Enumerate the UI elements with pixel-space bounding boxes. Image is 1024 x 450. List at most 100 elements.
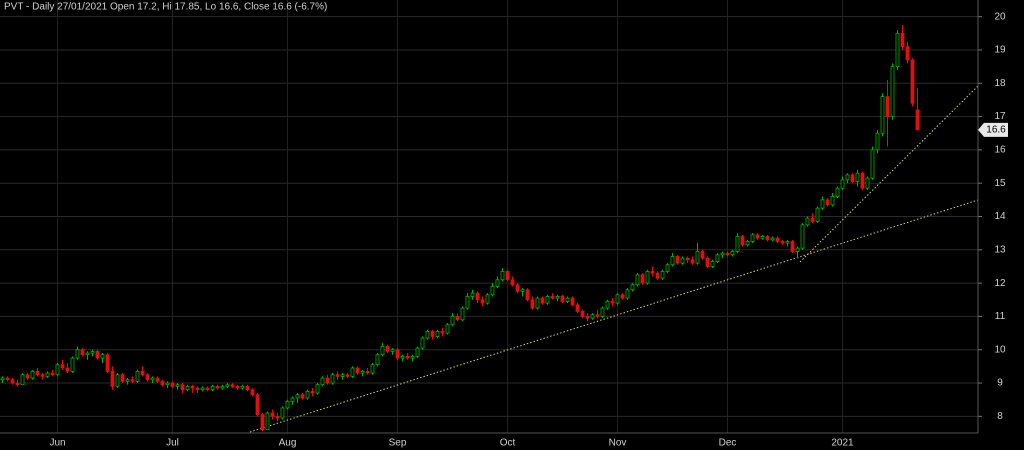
- candle-body: [560, 296, 565, 302]
- candle-body: [775, 237, 780, 242]
- candle-body: [480, 299, 485, 304]
- candle-body: [575, 304, 580, 312]
- y-tick-label: 9: [997, 378, 1003, 389]
- candle-body: [390, 349, 395, 352]
- candle-body: [300, 394, 305, 399]
- candle-body: [250, 389, 255, 396]
- candle-body: [835, 187, 840, 197]
- last-price-label: 16.6: [986, 125, 1006, 136]
- candle-body: [70, 357, 75, 372]
- candle-body: [20, 374, 25, 386]
- candle-body: [745, 241, 750, 246]
- candle-body: [395, 349, 400, 359]
- candle-body: [815, 207, 820, 222]
- candle-body: [40, 374, 45, 377]
- candle-body: [515, 284, 520, 292]
- candle-body: [340, 374, 345, 377]
- candle-body: [915, 109, 920, 131]
- candle-body: [240, 385, 245, 389]
- y-tick-label: 8: [997, 411, 1003, 422]
- y-tick-label: 10: [994, 344, 1006, 355]
- candle-body: [615, 294, 620, 304]
- candle-body: [375, 354, 380, 366]
- candle-body: [350, 367, 355, 377]
- candle-body: [415, 347, 420, 357]
- grid: [0, 0, 982, 433]
- candle-body: [565, 297, 570, 302]
- candle-body: [550, 296, 555, 299]
- candle-body: [100, 354, 105, 359]
- candle-body: [360, 370, 365, 374]
- candle-body: [380, 345, 385, 356]
- candle-body: [725, 252, 730, 256]
- candle-body: [400, 355, 405, 359]
- candle-body: [10, 379, 15, 384]
- candle-body: [870, 149, 875, 179]
- candle-body: [585, 316, 590, 319]
- x-tick-label: Sep: [389, 438, 407, 449]
- candle-body: [820, 199, 825, 209]
- candle-body: [310, 390, 315, 394]
- candle-body: [280, 407, 285, 419]
- candle-body: [650, 271, 655, 274]
- chart-title: PVT - Daily 27/01/2021 Open 17.2, Hi 17.…: [4, 2, 327, 13]
- y-tick-label: 17: [994, 111, 1006, 122]
- candle-body: [255, 394, 260, 416]
- candle-body: [635, 274, 640, 286]
- y-tick-label: 11: [995, 311, 1006, 322]
- candle-body: [620, 294, 625, 299]
- candle-body: [220, 385, 225, 389]
- candle-body: [810, 217, 815, 222]
- candle-body: [850, 174, 855, 182]
- candle-body: [805, 217, 810, 226]
- labels: 8 9 10 11 12 13 14 15 16 17 18 19 20 Jun Jul Aug Sep Oct N…: [49, 11, 1008, 449]
- x-tick-label: Dec: [719, 438, 737, 449]
- candle-body: [645, 271, 650, 284]
- candle-body: [830, 196, 835, 206]
- candle-body: [895, 32, 900, 68]
- candle-body: [50, 372, 55, 376]
- candle-body: [705, 257, 710, 267]
- candle-body: [90, 350, 95, 354]
- candle-body: [440, 331, 445, 334]
- trendline: [249, 199, 979, 433]
- candle-body: [910, 59, 915, 104]
- candle-body: [165, 382, 170, 386]
- candle-body: [115, 374, 120, 387]
- candle-body: [740, 236, 745, 246]
- y-tick-label: 16: [994, 145, 1006, 156]
- candle-body: [140, 370, 145, 376]
- candle-body: [410, 355, 415, 359]
- candle-body: [860, 172, 865, 189]
- candle-body: [405, 355, 410, 359]
- candle-body: [790, 241, 795, 252]
- candle-body: [125, 379, 130, 382]
- candle-body: [715, 254, 720, 262]
- candle-body: [0, 377, 5, 381]
- candle-body: [265, 412, 270, 431]
- candle-body: [85, 352, 90, 356]
- candle-body: [760, 236, 765, 239]
- candle-body: [235, 385, 240, 389]
- y-tick-label: 19: [994, 45, 1006, 56]
- candle-body: [365, 370, 370, 374]
- x-tick-label: Jul: [166, 438, 179, 449]
- candle-body: [355, 367, 360, 374]
- candle-body: [285, 400, 290, 409]
- candle-body: [35, 370, 40, 376]
- x-tick-label: Jun: [49, 438, 65, 449]
- candle-body: [730, 251, 735, 256]
- candle-body: [135, 370, 140, 382]
- candle-body: [690, 259, 695, 264]
- candle-body: [865, 177, 870, 189]
- candle-body: [735, 236, 740, 252]
- candle-body: [840, 179, 845, 189]
- candle-body: [15, 382, 20, 386]
- candle-body: [320, 377, 325, 386]
- candle-body: [430, 331, 435, 337]
- candle-body: [795, 247, 800, 252]
- candle-body: [605, 301, 610, 309]
- candle-body: [185, 385, 190, 391]
